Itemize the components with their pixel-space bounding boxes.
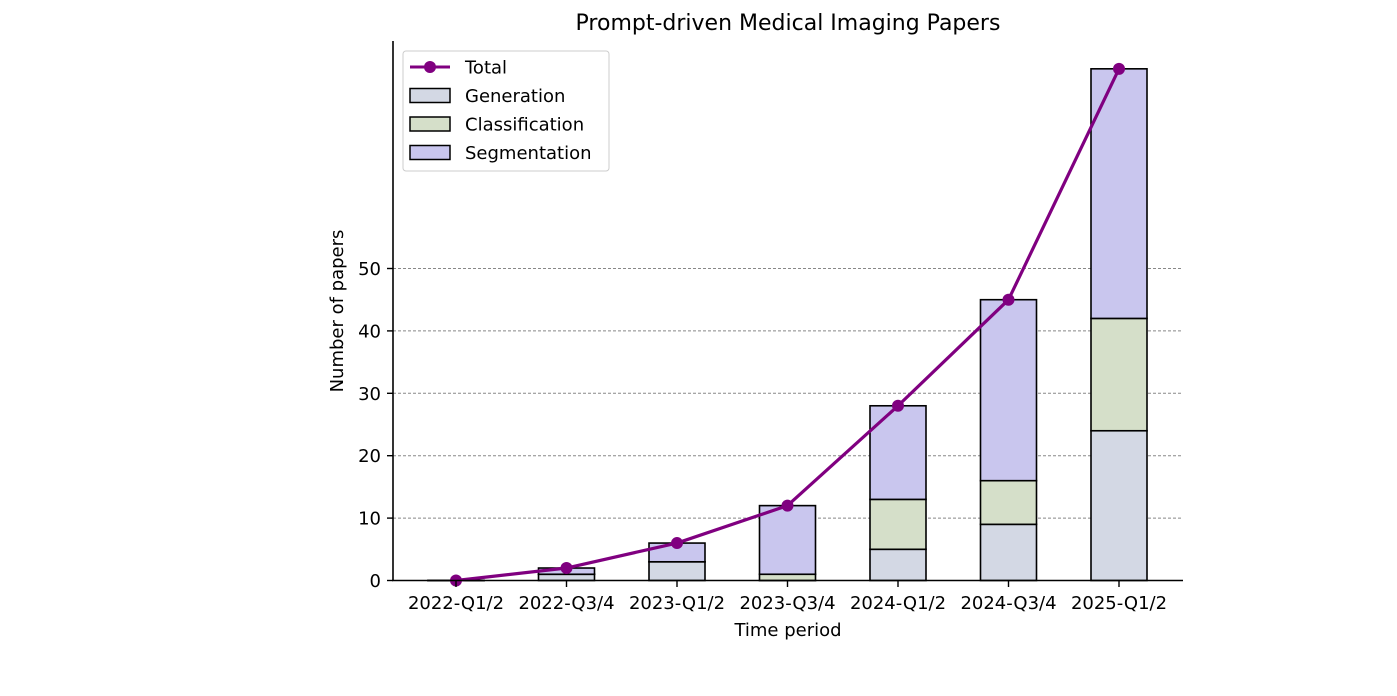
total-marker — [1113, 63, 1125, 75]
y-tick-label: 0 — [370, 571, 381, 592]
legend-label: Segmentation — [465, 143, 592, 164]
bar-segment-segmentation — [760, 506, 816, 575]
legend-label: Total — [464, 58, 507, 79]
y-tick-labels: 0 10 20 30 40 50 — [358, 259, 393, 592]
chart-title: Prompt-driven Medical Imaging Papers — [576, 11, 1001, 36]
legend-label: Classification — [465, 115, 584, 136]
bar-segment-segmentation — [981, 300, 1037, 481]
legend-swatch-icon — [410, 146, 450, 160]
legend-marker-icon — [424, 61, 436, 73]
x-tick-label: 2025-Q1/2 — [1071, 593, 1167, 614]
legend: Total Generation Classification Segmenta… — [403, 51, 609, 171]
bar-segment-generation — [981, 524, 1037, 580]
x-tick-label: 2023-Q1/2 — [629, 593, 725, 614]
y-tick-label: 10 — [358, 509, 381, 530]
x-tick-labels: 2022-Q1/2 2022-Q3/4 2023-Q1/2 2023-Q3/4 2024… — [408, 581, 1167, 614]
legend-swatch-icon — [410, 117, 450, 131]
x-tick-label: 2024-Q1/2 — [850, 593, 946, 614]
x-tick-label: 2023-Q3/4 — [739, 593, 835, 614]
y-tick-label: 30 — [358, 384, 381, 405]
legend-label: Generation — [465, 86, 565, 107]
legend-swatch-icon — [410, 89, 450, 103]
bar-segment-classification — [760, 574, 816, 580]
bar-segment-classification — [981, 481, 1037, 525]
x-axis-label: Time period — [733, 620, 841, 641]
bar-segment-classification — [870, 499, 926, 549]
bar-stack — [981, 300, 1037, 581]
bar-segment-generation — [1091, 431, 1147, 581]
bar-segment-generation — [539, 574, 595, 580]
total-marker — [671, 537, 683, 549]
total-marker — [782, 500, 794, 512]
y-gridlines — [393, 269, 1183, 519]
bar-stack — [870, 406, 926, 581]
bar-stack — [760, 506, 816, 581]
x-tick-label: 2022-Q3/4 — [518, 593, 614, 614]
x-tick-label: 2022-Q1/2 — [408, 593, 504, 614]
total-marker — [561, 562, 573, 574]
bar-stack — [1091, 69, 1147, 581]
total-marker — [1003, 294, 1015, 306]
y-axis-label: Number of papers — [327, 230, 348, 393]
bar-segment-classification — [1091, 318, 1147, 430]
x-tick-label: 2024-Q3/4 — [960, 593, 1056, 614]
bar-segment-generation — [649, 562, 705, 581]
total-marker — [892, 400, 904, 412]
bar-segment-segmentation — [870, 406, 926, 500]
y-tick-label: 40 — [358, 321, 381, 342]
y-tick-label: 20 — [358, 446, 381, 467]
bar-segment-generation — [870, 549, 926, 580]
y-tick-label: 50 — [358, 259, 381, 280]
